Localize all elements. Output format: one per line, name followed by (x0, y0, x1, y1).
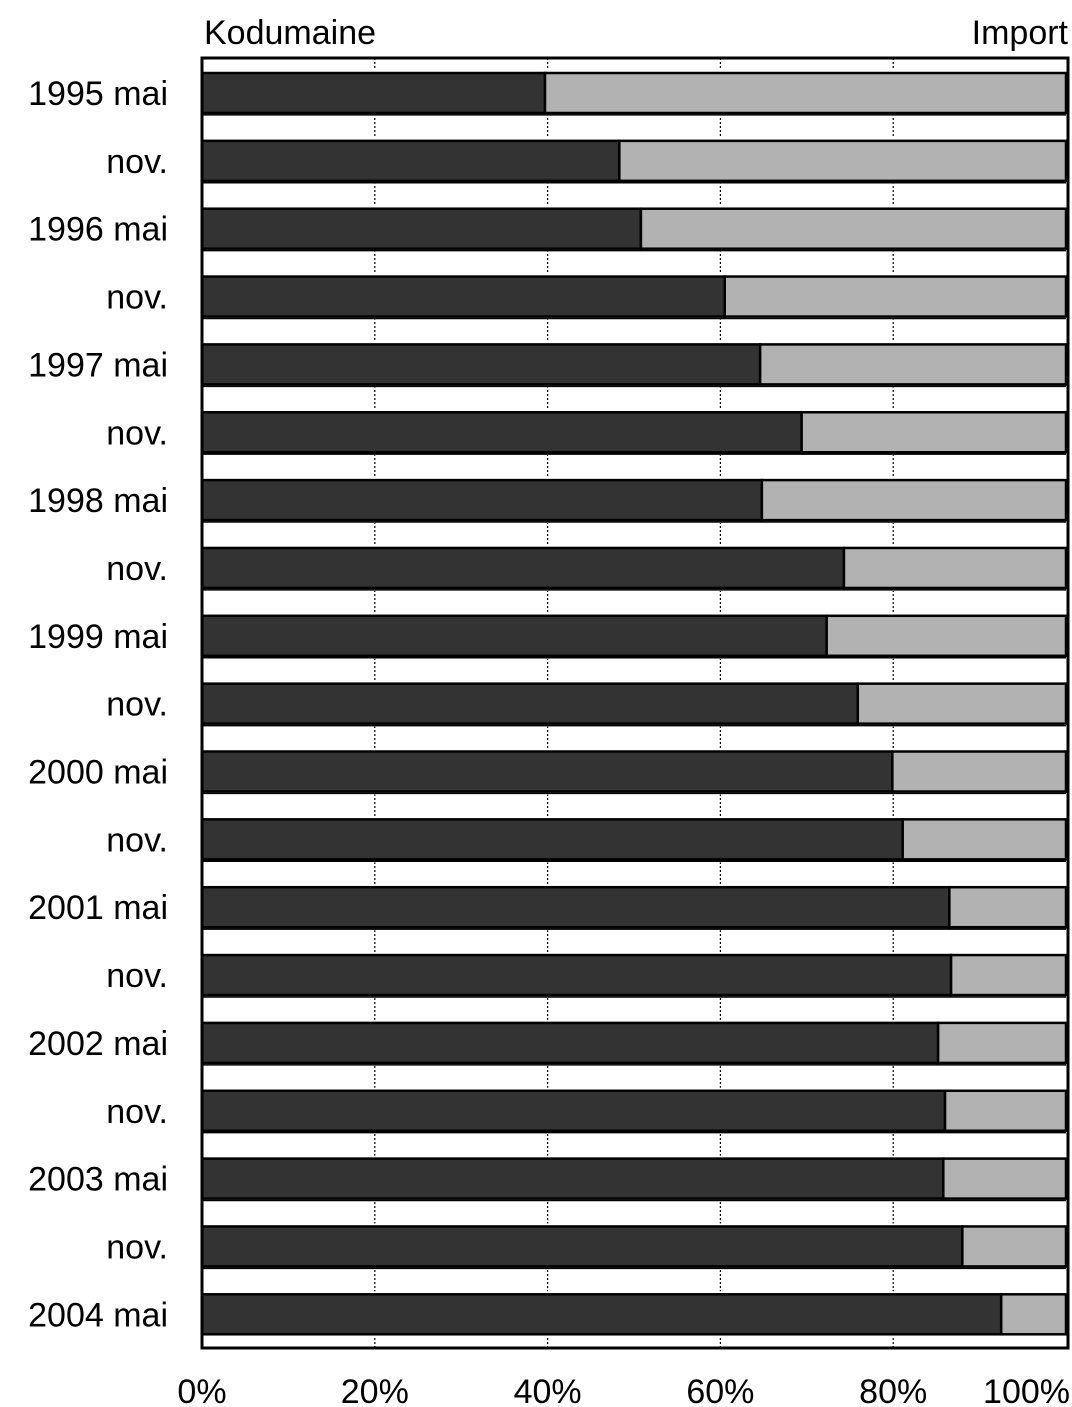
category-label: 2004 mai (28, 1296, 168, 1334)
bar-import (825, 614, 1068, 658)
bar-import (948, 885, 1068, 929)
category-label: 1998 mai (28, 482, 168, 520)
bar-kodumaine (200, 1293, 1003, 1336)
category-label: nov. (106, 550, 168, 588)
category-label: 1997 mai (28, 346, 168, 384)
category-label: 1996 mai (28, 211, 168, 249)
x-tick-labels: 0% 20% 40% 60% 80% 100% (177, 1373, 1070, 1407)
bar-kodumaine (200, 1157, 945, 1200)
plot-frame (200, 56, 1070, 1350)
bar-import (901, 818, 1068, 861)
category-label: nov. (106, 279, 168, 317)
category-label: 1999 mai (28, 618, 168, 656)
bar-import (760, 478, 1068, 522)
bar-kodumaine (200, 207, 643, 250)
category-label: nov. (106, 414, 168, 452)
bar-import (639, 207, 1068, 250)
bar-kodumaine (200, 275, 726, 318)
bar-import (800, 411, 1068, 454)
bar-kodumaine (200, 411, 803, 454)
category-label: nov. (106, 821, 168, 859)
category-label: 2000 mai (28, 754, 168, 792)
bar-import (618, 139, 1068, 183)
bar-kodumaine (200, 750, 894, 793)
bars (200, 70, 1068, 1338)
series-label-import: Import (972, 14, 1069, 52)
bar-import (543, 71, 1068, 115)
bar-kodumaine (200, 139, 621, 183)
category-label: 2001 mai (28, 889, 168, 927)
bar-kodumaine (200, 1021, 940, 1065)
bar-import (723, 275, 1068, 318)
bar-import (856, 682, 1068, 725)
category-label: nov. (106, 957, 168, 995)
bar-import (961, 1225, 1068, 1268)
bar-import (936, 1021, 1068, 1065)
category-label: 2002 mai (28, 1025, 168, 1063)
x-tick-label: 20% (341, 1373, 409, 1407)
bar-import (999, 1293, 1068, 1336)
x-tick-label: 80% (859, 1373, 927, 1407)
bar-kodumaine (200, 682, 860, 725)
category-label: 1995 mai (28, 75, 168, 113)
bar-import (758, 343, 1068, 386)
category-label: nov. (106, 143, 168, 181)
category-label: nov. (106, 686, 168, 724)
bar-import (943, 1089, 1068, 1132)
bar-import (891, 750, 1068, 793)
bar-kodumaine (200, 478, 764, 522)
bar-kodumaine (200, 1089, 947, 1132)
bar-kodumaine (200, 818, 904, 861)
category-label: nov. (106, 1093, 168, 1131)
category-labels: 1995 mai nov. 1996 mai nov. 1997 mai nov. 1998… (28, 75, 168, 1334)
bar-kodumaine (200, 953, 953, 997)
series-label-kodumaine: Kodumaine (204, 14, 376, 52)
bar-import (942, 1157, 1068, 1200)
bar-kodumaine (200, 1225, 964, 1268)
x-tick-label: 0% (177, 1373, 226, 1407)
x-tick-label: 100% (983, 1373, 1070, 1407)
bar-import (842, 546, 1068, 590)
x-tick-label: 40% (514, 1373, 582, 1407)
bar-import (949, 953, 1068, 997)
bar-kodumaine (200, 546, 846, 590)
bar-kodumaine (200, 343, 762, 386)
x-tick-label: 60% (686, 1373, 754, 1407)
bar-kodumaine (200, 71, 547, 115)
bar-kodumaine (200, 885, 951, 929)
category-label: nov. (106, 1228, 168, 1266)
bar-kodumaine (200, 614, 828, 658)
category-label: 2003 mai (28, 1161, 168, 1199)
